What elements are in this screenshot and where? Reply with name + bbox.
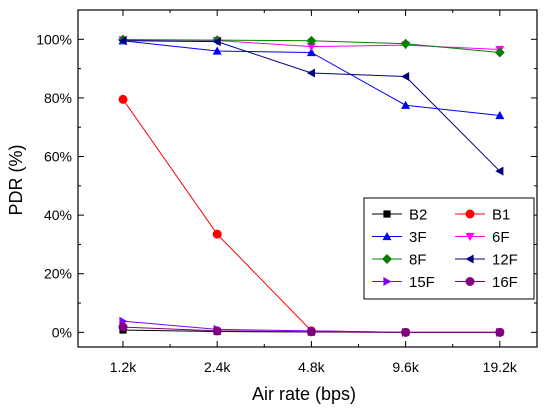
legend-item-8F: 8F: [372, 252, 427, 269]
legend-marker: [382, 254, 392, 264]
data-point-6F: [306, 43, 316, 52]
legend-marker: [383, 210, 391, 218]
data-point-3F: [212, 46, 222, 55]
data-point-B1: [118, 94, 128, 104]
data-point-12F: [212, 37, 221, 47]
data-point-16F: [401, 327, 411, 337]
series-12F: [118, 36, 504, 176]
x-tick-label: 9.6k: [392, 359, 419, 375]
plot-frame: [77, 9, 538, 348]
legend-label: 15F: [409, 274, 435, 291]
legend-item-15F: 15F: [372, 274, 435, 291]
data-point-12F: [495, 166, 504, 176]
y-tick-label: 0%: [52, 324, 72, 340]
x-axis-title: Air rate (bps): [252, 384, 356, 404]
legend-item-6F: 6F: [455, 229, 510, 246]
data-point-12F: [306, 68, 315, 78]
legend-label: 8F: [409, 252, 427, 269]
y-axis-title: PDR (%): [6, 145, 26, 216]
x-tick-label: 1.2k: [110, 359, 137, 375]
legend-label: B2: [409, 207, 427, 224]
y-tick-label: 60%: [44, 149, 72, 165]
legend-label: 6F: [492, 229, 510, 246]
data-point-16F: [306, 327, 316, 337]
x-tick-label: 2.4k: [204, 359, 231, 375]
legend-box: [363, 197, 535, 300]
data-point-3F: [495, 110, 505, 120]
legend-item-16F: 16F: [455, 274, 518, 291]
y-tick-label: 20%: [44, 266, 72, 282]
legend-item-3F: 3F: [372, 229, 427, 246]
x-tick-label: 4.8k: [298, 359, 325, 375]
data-point-8F: [400, 38, 411, 49]
data-point-8F: [494, 47, 505, 58]
data-point-8F: [306, 35, 317, 46]
data-point-B1: [212, 229, 222, 239]
legend-item-B2: B2: [372, 207, 427, 224]
series-16F: [118, 322, 505, 337]
data-point-16F: [212, 326, 222, 336]
data-point-16F: [118, 322, 128, 332]
legend-marker: [465, 277, 475, 286]
data-point-3F: [306, 47, 316, 57]
data-point-16F: [495, 327, 505, 337]
data-point-12F: [118, 36, 127, 46]
legend-label: 16F: [492, 274, 518, 291]
x-tick-label: 19.2k: [483, 359, 518, 375]
data-point-3F: [401, 100, 411, 109]
legend-item-B1: B1: [455, 207, 510, 224]
y-tick-label: 40%: [44, 207, 72, 223]
legend-item-12F: 12F: [455, 252, 518, 269]
y-tick-label: 80%: [44, 90, 72, 106]
series-line-12F: [122, 40, 501, 172]
data-point-12F: [401, 72, 410, 82]
legend-label: B1: [492, 207, 510, 224]
legend-marker: [465, 209, 475, 219]
y-tick-label: 100%: [36, 31, 72, 47]
legend-label: 12F: [492, 252, 518, 269]
legend-marker: [465, 232, 475, 241]
legend-marker: [465, 254, 474, 264]
legend-marker: [383, 277, 392, 286]
legend-marker: [382, 232, 392, 241]
legend-label: 3F: [409, 229, 427, 246]
